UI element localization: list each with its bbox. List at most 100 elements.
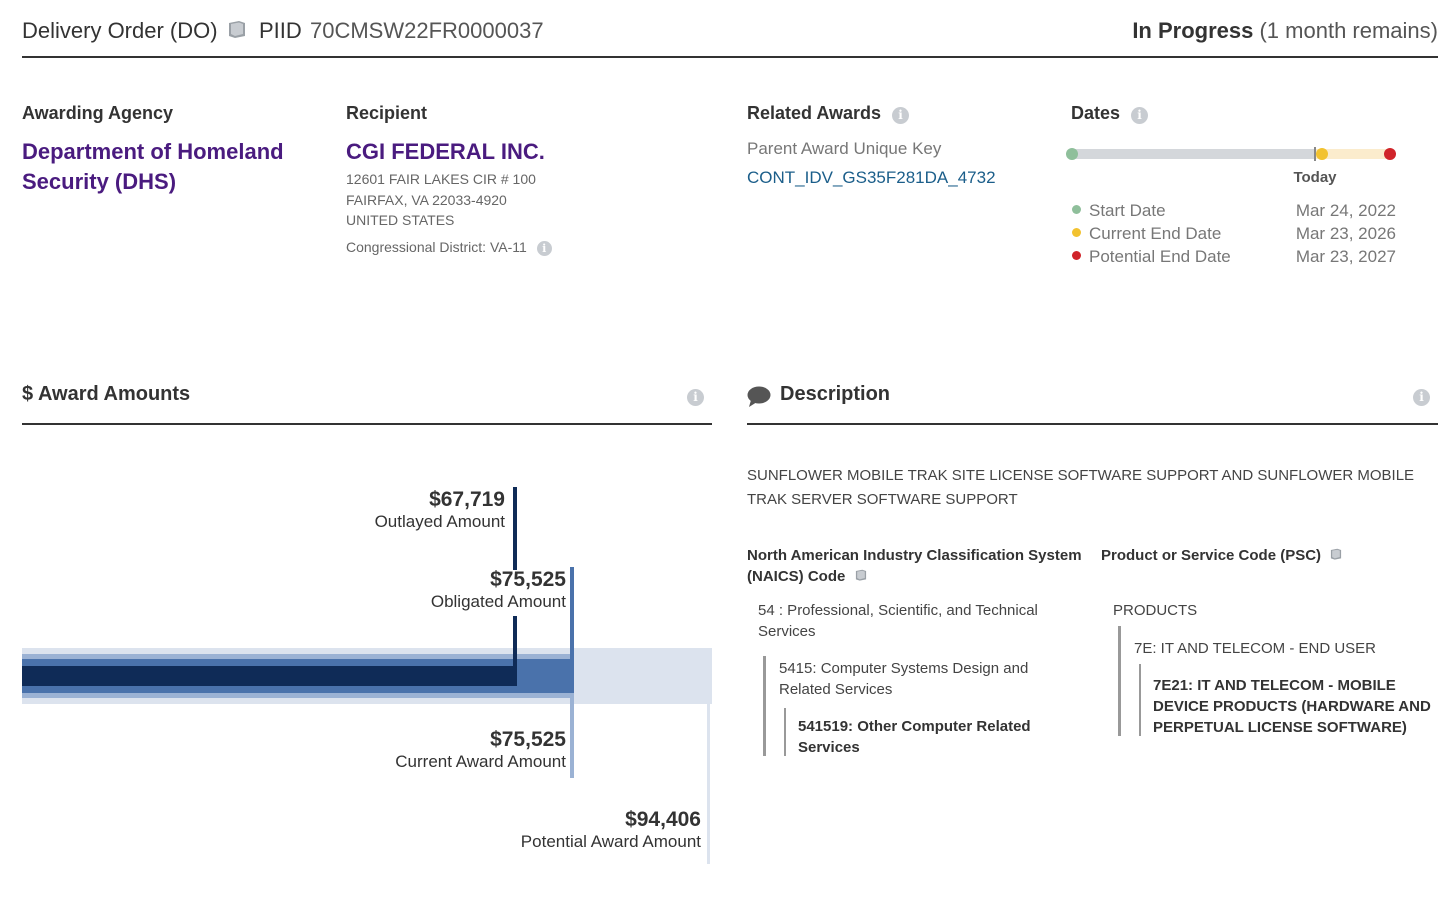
status-detail: (1 month remains) [1259, 18, 1438, 43]
district-text: Congressional District: VA-11 [346, 239, 527, 255]
related-awards-header: Related Awards i [747, 103, 910, 124]
obligated-value: $75,525 [490, 568, 566, 591]
psc-level3-line3: PERPETUAL LICENSE SOFTWARE) [1153, 719, 1407, 736]
award-status: In Progress (1 month remains) [1132, 18, 1438, 44]
psc-heading-text: Product or Service Code (PSC) [1101, 547, 1322, 564]
potential-connector [707, 704, 710, 864]
date-legend-current: Current End Date Mar 23, 2026 [1072, 224, 1396, 244]
current-end-label: Current End Date [1089, 224, 1222, 243]
outlayed-value: $67,719 [429, 488, 505, 511]
awarding-agency-link[interactable]: Department of Homeland Security (DHS) [22, 137, 284, 197]
award-amounts-title: $ Award Amounts [22, 383, 191, 405]
address-line1: 12601 FAIR LAKES CIR # 100 [346, 171, 536, 187]
award-header: Delivery Order (DO) PIID 70CMSW22FR00000… [22, 14, 1438, 58]
current-value: $75,525 [490, 728, 566, 751]
outlayed-text: Outlayed Amount [374, 512, 505, 531]
start-date-dot-icon [1072, 205, 1081, 215]
glossary-book-icon[interactable] [1329, 546, 1343, 567]
description-title: Description [780, 383, 891, 405]
potential-end-value: Mar 23, 2027 [1295, 247, 1396, 266]
piid-label: PIID [259, 18, 302, 43]
current-end-dot [1316, 148, 1328, 160]
psc-level3-line2: DEVICE PRODUCTS (HARDWARE AND [1153, 698, 1431, 715]
naics-level3-line2: Services [798, 739, 860, 756]
naics-tree-line [784, 708, 786, 756]
speech-bubble-icon [747, 386, 771, 413]
piid-value: 70CMSW22FR0000037 [310, 18, 544, 43]
awarding-agency-label: Awarding Agency [22, 103, 174, 123]
obligated-connector [570, 567, 574, 659]
info-icon[interactable]: i [892, 107, 910, 124]
outlayed-amount-label: $67,719 Outlayed Amount [245, 488, 505, 532]
today-marker [1314, 147, 1316, 161]
naics-heading-line1: North American Industry Classification S… [747, 547, 1082, 564]
parent-key-label: Parent Award Unique Key [747, 139, 942, 158]
dates-header: Dates i [1071, 103, 1149, 124]
psc-heading: Product or Service Code (PSC) [1101, 545, 1431, 567]
current-connector [570, 698, 574, 778]
psc-level2: 7E: IT AND TELECOM - END USER [1134, 640, 1376, 657]
award-amounts-chart: $67,719 Outlayed Amount $75,525 Obligate… [22, 440, 712, 870]
potential-amount-label: $94,406 Potential Award Amount [441, 808, 701, 852]
date-legend-potential: Potential End Date Mar 23, 2027 [1072, 247, 1396, 267]
congressional-district: Congressional District: VA-11 i [346, 237, 552, 258]
agency-name-line1: Department of Homeland [22, 139, 284, 164]
psc-level1: PRODUCTS [1113, 602, 1198, 619]
naics-level2-line2: Related Services [779, 681, 893, 698]
outlayed-amount-bar [22, 666, 517, 686]
recipient-name-link[interactable]: CGI FEDERAL INC. [346, 139, 545, 164]
info-icon[interactable]: i [536, 241, 552, 256]
psc-tree-line [1139, 664, 1141, 736]
psc-level3: 7E21: IT AND TELECOM - MOBILE DEVICE PRO… [1153, 675, 1438, 738]
info-icon[interactable]: i [1131, 107, 1149, 124]
label-gap [512, 570, 518, 616]
naics-tree-line [763, 656, 766, 756]
timeline-remaining-bar [1315, 149, 1390, 159]
naics-level1: 54 : Professional, Scientific, and Techn… [758, 600, 1078, 642]
info-icon[interactable]: i [1413, 389, 1430, 406]
status-text: In Progress [1132, 18, 1254, 43]
date-timeline [1066, 147, 1396, 161]
dates-label: Dates [1071, 103, 1121, 123]
date-legend-start: Start Date Mar 24, 2022 [1072, 201, 1396, 221]
today-label: Today [1293, 169, 1337, 186]
description-section-header: Description i [747, 383, 1438, 425]
naics-level2-line1: 5415: Computer Systems Design and [779, 660, 1029, 677]
glossary-book-icon[interactable] [226, 20, 248, 45]
obligated-text: Obligated Amount [430, 592, 566, 611]
potential-end-label: Potential End Date [1089, 247, 1231, 266]
recipient-label: Recipient [346, 103, 428, 123]
obligated-amount-label: $75,525 Obligated Amount [306, 568, 566, 612]
naics-heading: North American Industry Classification S… [747, 545, 1087, 588]
naics-heading-line2: (NAICS) Code [747, 568, 846, 585]
recipient-address: 12601 FAIR LAKES CIR # 100 FAIRFAX, VA 2… [346, 169, 536, 231]
start-date-dot [1066, 148, 1078, 160]
potential-end-dot-icon [1072, 251, 1081, 261]
potential-value: $94,406 [625, 808, 701, 831]
current-end-value: Mar 23, 2026 [1295, 224, 1396, 243]
timeline-elapsed-bar [1072, 149, 1315, 159]
description-text: SUNFLOWER MOBILE TRAK SITE LICENSE SOFTW… [747, 467, 1415, 508]
naics-level1-line2: Services [758, 623, 816, 640]
parent-award-link[interactable]: CONT_IDV_GS35F281DA_4732 [747, 168, 996, 187]
agency-name-line2: Security (DHS) [22, 169, 177, 194]
related-awards-label: Related Awards [747, 103, 882, 123]
naics-level3-line1: 541519: Other Computer Related [798, 718, 1031, 735]
current-text: Current Award Amount [395, 752, 566, 771]
address-country: UNITED STATES [346, 212, 455, 228]
naics-level3: 541519: Other Computer Related Services [798, 716, 1068, 758]
potential-end-dot [1384, 148, 1396, 160]
award-amounts-section-header: $ Award Amounts i [22, 383, 712, 425]
naics-level2: 5415: Computer Systems Design and Relate… [779, 658, 1069, 700]
psc-tree-line [1118, 626, 1121, 736]
naics-level1-line1: 54 : Professional, Scientific, and Techn… [758, 602, 1038, 619]
address-line2: FAIRFAX, VA 22033-4920 [346, 191, 507, 208]
potential-text: Potential Award Amount [520, 832, 701, 851]
current-end-dot-icon [1072, 228, 1081, 238]
info-icon[interactable]: i [687, 389, 704, 406]
start-date-value: Mar 24, 2022 [1295, 201, 1396, 220]
glossary-book-icon[interactable] [854, 567, 868, 588]
award-type: Delivery Order (DO) [22, 18, 218, 43]
start-date-label: Start Date [1089, 201, 1166, 220]
current-amount-label: $75,525 Current Award Amount [306, 728, 566, 772]
